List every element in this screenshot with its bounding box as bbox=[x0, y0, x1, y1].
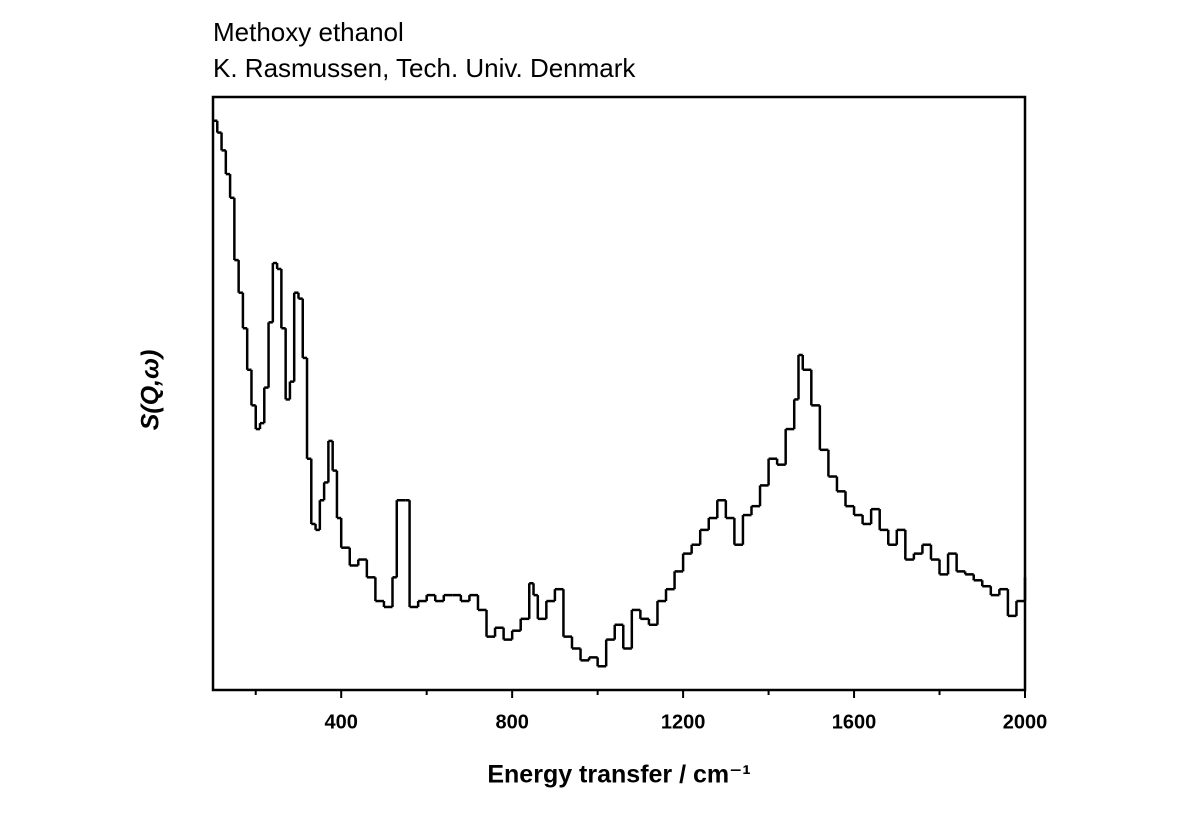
x-tick-label: 800 bbox=[495, 711, 528, 733]
x-tick-label: 2000 bbox=[1003, 711, 1048, 733]
x-tick-label: 400 bbox=[325, 711, 358, 733]
y-axis-label: S(Q,ω) bbox=[137, 350, 165, 431]
chart-title: Methoxy ethanol bbox=[213, 17, 404, 47]
chart-subtitle: K. Rasmussen, Tech. Univ. Denmark bbox=[213, 53, 636, 83]
x-tick-label: 1200 bbox=[661, 711, 706, 733]
x-axis-label: Energy transfer / cm⁻¹ bbox=[487, 761, 750, 789]
plot-frame bbox=[211, 95, 1027, 692]
x-tick-label: 1600 bbox=[832, 711, 877, 733]
